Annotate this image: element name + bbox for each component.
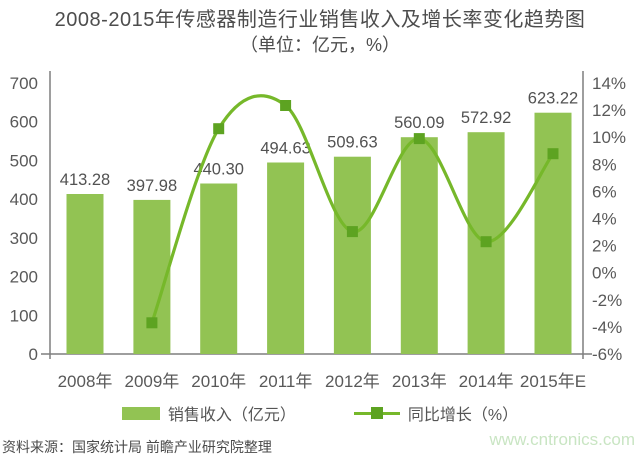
bar [400, 137, 438, 354]
data-source-note: 资料来源：国家统计局 前瞻产业研究院整理 [2, 439, 272, 455]
legend-label-revenue: 销售收入（亿元） [167, 407, 296, 424]
chart-subtitle: （单位：亿元，%） [239, 35, 400, 55]
bar-value-label: 623.22 [528, 90, 578, 108]
bar [267, 162, 305, 354]
y-axis-right-tick-label: 4% [592, 210, 617, 229]
y-axis-right-tick-label: 14% [592, 74, 626, 93]
bar-value-label: 413.28 [60, 171, 110, 189]
y-axis-right-tick-label: -6% [592, 345, 622, 364]
y-axis-right-tick-label: -4% [592, 318, 622, 337]
y-axis-left-tick-label: 600 [10, 113, 38, 132]
y-axis-right-tick-label: 8% [592, 155, 617, 174]
bar-series-swatch [121, 406, 160, 420]
y-axis-right-tick-label: 0% [592, 264, 617, 283]
bar-value-label: 494.63 [260, 140, 310, 158]
bar-value-label: 509.63 [327, 134, 377, 152]
line-series-swatch [353, 406, 400, 420]
bar-value-label: 440.30 [193, 161, 243, 179]
legend-item-growth: 同比增长（%） [353, 401, 519, 425]
line-marker [480, 236, 492, 248]
x-axis-category-label: 2010年 [191, 372, 246, 391]
x-axis-category-label: 2013年 [392, 372, 447, 391]
bar-value-label: 560.09 [394, 114, 444, 132]
y-axis-left-tick-label: 100 [10, 306, 38, 325]
x-axis-category-label: 2014年 [459, 372, 514, 391]
bar-value-label: 397.98 [127, 177, 177, 195]
chart-canvas: 0 100 200 300 400 500 600 700 -6% -4% -2% 0% 2% 4% 6% 8… [10, 71, 626, 391]
line-marker [213, 123, 225, 135]
bar-value-label: 572.92 [461, 109, 511, 127]
chart-title: 2008-2015年传感器制造行业销售收入及增长率变化趋势图 [54, 9, 586, 31]
y-axis-left-tick-label: 500 [10, 151, 38, 170]
x-axis-category-label: 2012年 [325, 372, 380, 391]
legend-label-growth: 同比增长（%） [407, 407, 519, 424]
line-marker [146, 317, 158, 329]
legend-item-revenue: 销售收入（亿元） [121, 401, 296, 425]
y-axis-left-tick-label: 400 [10, 190, 38, 209]
y-axis-right-tick-label: -2% [592, 291, 622, 310]
y-axis-left-tick-label: 0 [29, 345, 38, 364]
site-watermark: www.cntronics.com [489, 430, 635, 449]
line-marker [413, 133, 425, 145]
bar [133, 199, 171, 354]
bar [333, 156, 371, 354]
chart-legend: 销售收入（亿元） 同比增长（%） [0, 401, 640, 425]
x-axis-category-label: 2009年 [124, 372, 179, 391]
y-axis-right-tick-label: 10% [592, 128, 626, 147]
x-axis-category-label: 2011年 [259, 372, 313, 391]
x-axis-category-label: 2015年E [520, 372, 586, 391]
y-axis-left-tick-label: 300 [10, 229, 38, 248]
y-axis-right-tick-label: 2% [592, 237, 617, 256]
line-marker [280, 100, 292, 111]
line-swatch-marker [370, 406, 383, 419]
x-axis-category-label: 2008年 [58, 372, 113, 391]
line-marker [346, 226, 358, 238]
y-axis-right-tick-label: 6% [592, 182, 617, 201]
bar [200, 183, 238, 354]
y-axis-right-tick-label: 12% [592, 101, 626, 120]
y-axis-left-tick-label: 700 [10, 74, 38, 93]
bar [66, 194, 104, 354]
y-axis-left-tick-label: 200 [10, 268, 38, 287]
line-marker [547, 148, 559, 160]
